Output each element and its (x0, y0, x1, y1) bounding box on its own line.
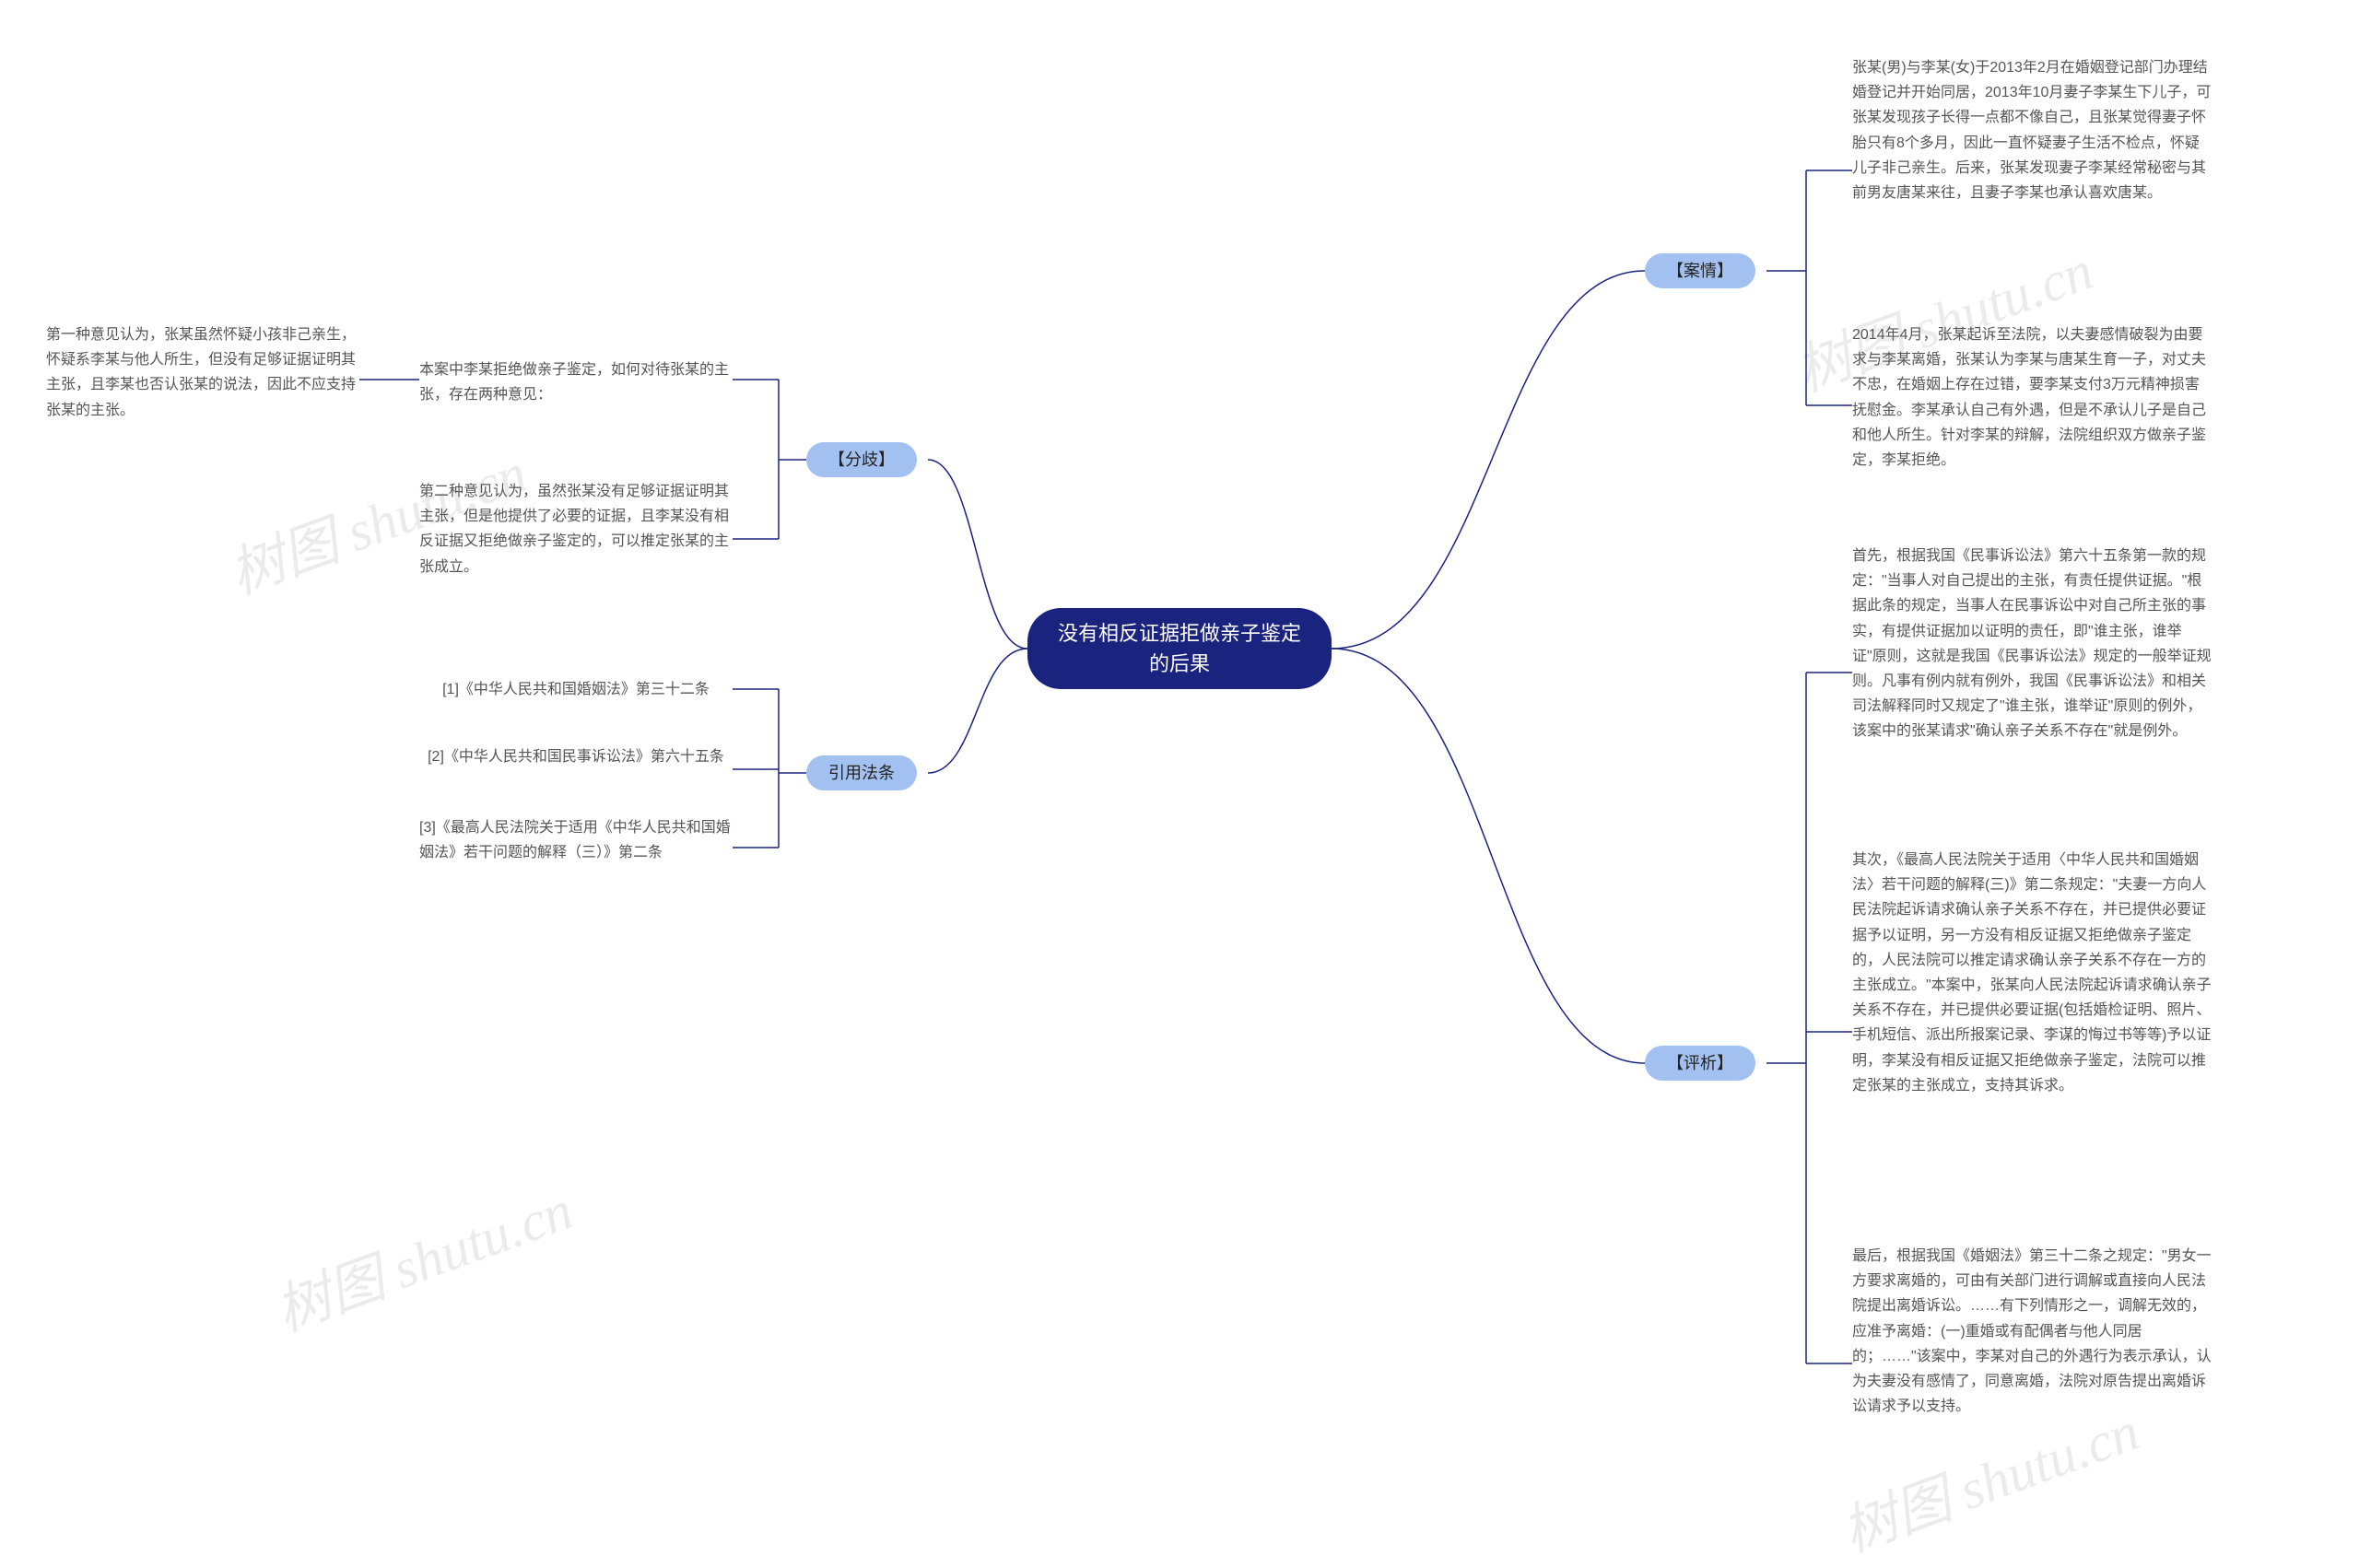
root-node[interactable]: 没有相反证据拒做亲子鉴定的后果 (1027, 608, 1332, 689)
mindmap-canvas: 树图 shutu.cn 树图 shutu.cn 树图 shutu.cn 树图 s… (0, 0, 2359, 1528)
leaf-case-p2: 2014年4月，张某起诉至法院，以夫妻感情破裂为由要求与李某离婚，张某认为李某与… (1852, 322, 2212, 473)
leaf-analysis-p2: 其次，《最高人民法院关于适用〈中华人民共和国婚姻法〉若干问题的解释(三)》第二条… (1852, 848, 2212, 1098)
branch-laws[interactable]: 引用法条 (806, 755, 917, 790)
leaf-law-3: [3]《最高人民法院关于适用《中华人民共和国婚姻法》若干问题的解释（三）》第二条 (419, 815, 733, 865)
leaf-dispute-intro: 本案中李某拒绝做亲子鉴定，如何对待张某的主张，存在两种意见： (419, 357, 733, 407)
leaf-law-1: [1]《中华人民共和国婚姻法》第三十二条 (419, 677, 733, 702)
branch-case[interactable]: 【案情】 (1645, 253, 1755, 288)
leaf-opinion-1: 第一种意见认为，张某虽然怀疑小孩非己亲生，怀疑系李某与他人所生，但没有足够证据证… (46, 322, 359, 423)
branch-dispute[interactable]: 【分歧】 (806, 442, 917, 477)
leaf-analysis-p1: 首先，根据我国《民事诉讼法》第六十五条第一款的规定："当事人对自己提出的主张，有… (1852, 544, 2212, 744)
leaf-opinion-2: 第二种意见认为，虽然张某没有足够证据证明其主张，但是他提供了必要的证据，且李某没… (419, 479, 733, 579)
watermark: 树图 shutu.cn (263, 1165, 581, 1347)
branch-analysis[interactable]: 【评析】 (1645, 1046, 1755, 1081)
leaf-analysis-p3: 最后，根据我国《婚姻法》第三十二条之规定："男女一方要求离婚的，可由有关部门进行… (1852, 1244, 2212, 1419)
leaf-case-p1: 张某(男)与李某(女)于2013年2月在婚姻登记部门办理结婚登记并开始同居，20… (1852, 55, 2212, 205)
leaf-law-2: [2]《中华人民共和国民事诉讼法》第六十五条 (419, 744, 733, 769)
